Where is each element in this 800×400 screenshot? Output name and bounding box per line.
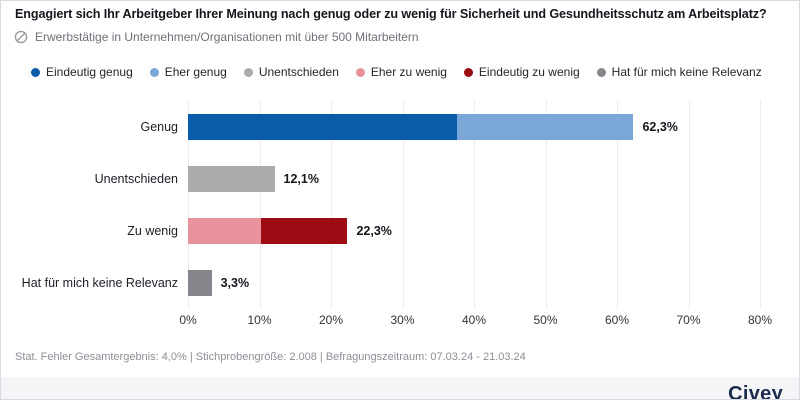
- legend-item: Eher zu wenig: [355, 65, 447, 79]
- x-axis: 0% 10% 20% 30% 40% 50% 60% 70% 80%: [179, 309, 772, 331]
- x-tick-label: 50%: [533, 313, 558, 327]
- legend: Eindeutig genug Eher genug Unentschieden Eh…: [31, 65, 762, 79]
- legend-swatch-icon: [596, 67, 606, 77]
- subtitle-text: Erwerbstätige in Unternehmen/Organisatio…: [35, 30, 419, 44]
- x-tick-label: 40%: [461, 313, 487, 327]
- bar-row: Genug 62,3%: [1, 101, 799, 153]
- bar-category-label: Genug: [140, 119, 178, 134]
- gridline: [760, 101, 761, 309]
- bar-segment: [456, 114, 634, 140]
- gridline: [688, 101, 690, 309]
- gridline: [474, 101, 475, 309]
- legend-swatch-icon: [355, 67, 365, 77]
- bar-segment: [188, 270, 212, 296]
- gridline: [188, 101, 189, 309]
- bar-row: Hat für mich keine Relevanz 3,3%: [1, 257, 799, 309]
- gridline: [402, 101, 404, 309]
- bar-category-label: Unentschieden: [94, 171, 178, 186]
- legend-label: Eher genug: [164, 65, 227, 79]
- bar-value-label: 22,3%: [356, 224, 392, 238]
- legend-label: Hat für mich keine Relevanz: [611, 65, 762, 79]
- gridline: [259, 101, 261, 309]
- legend-swatch-icon: [149, 67, 159, 77]
- bar-track: 22,3%: [188, 218, 760, 244]
- bar-value-label: 12,1%: [283, 172, 319, 186]
- legend-item: Eher genug: [149, 65, 227, 79]
- legend-item: Eindeutig genug: [31, 65, 133, 79]
- x-tick-label: 60%: [604, 313, 630, 327]
- bar-segment: [188, 166, 275, 192]
- bar-segment: [188, 218, 261, 244]
- civey-logo: Civey: [728, 383, 783, 399]
- legend-item: Unentschieden: [243, 65, 339, 79]
- bar-segment: [188, 114, 457, 140]
- legend-swatch-icon: [463, 67, 473, 77]
- x-tick-label: 30%: [390, 313, 415, 327]
- bar-category-label: Hat für mich keine Relevanz: [21, 275, 178, 290]
- legend-swatch-icon: [243, 67, 253, 77]
- legend-item: Eindeutig zu wenig: [463, 65, 580, 79]
- bar-rows: Genug 62,3% Unentschieden 12,1% Zu wenig 22,3…: [1, 101, 799, 309]
- legend-item: Hat für mich keine Relevanz: [596, 65, 762, 79]
- legend-label: Eher zu wenig: [370, 65, 447, 79]
- bar-track: 12,1%: [188, 166, 760, 192]
- bar-track: 62,3%: [188, 114, 760, 140]
- x-tick-label: 20%: [318, 313, 344, 327]
- gridline: [331, 101, 332, 309]
- legend-label: Eindeutig zu wenig: [478, 65, 580, 79]
- legend-swatch-icon: [31, 67, 40, 77]
- bar-value-label: 3,3%: [220, 276, 250, 290]
- bar-row: Zu wenig 22,3%: [1, 205, 799, 257]
- legend-label: Eindeutig genug: [46, 65, 133, 79]
- gridlines: [188, 101, 761, 309]
- bar-track: 3,3%: [188, 270, 760, 296]
- x-tick-label: 70%: [676, 313, 701, 327]
- legend-label: Unentschieden: [258, 65, 339, 79]
- bar-chart: Genug 62,3% Unentschieden 12,1% Zu wenig 22,3…: [1, 101, 799, 309]
- x-tick-label: 0%: [179, 313, 197, 327]
- bar-category-label: Zu wenig: [127, 223, 178, 238]
- x-tick-label: 80%: [747, 313, 773, 327]
- stats-footnote: Stat. Fehler Gesamtergebnis: 4,0% | Stic…: [15, 351, 526, 363]
- bar-row: Unentschieden 12,1%: [1, 153, 799, 205]
- x-tick-label: 10%: [247, 313, 272, 327]
- bar-value-label: 62,3%: [642, 120, 678, 134]
- page-title: Engagiert sich Ihr Arbeitgeber Ihrer Mei…: [15, 7, 767, 21]
- filter-prohibition-icon: [14, 30, 28, 44]
- gridline: [617, 101, 618, 309]
- brand-band: Civey: [1, 377, 799, 399]
- gridline: [545, 101, 547, 309]
- bar-segment: [260, 218, 348, 244]
- subtitle-row: Erwerbstätige in Unternehmen/Organisatio…: [14, 30, 419, 44]
